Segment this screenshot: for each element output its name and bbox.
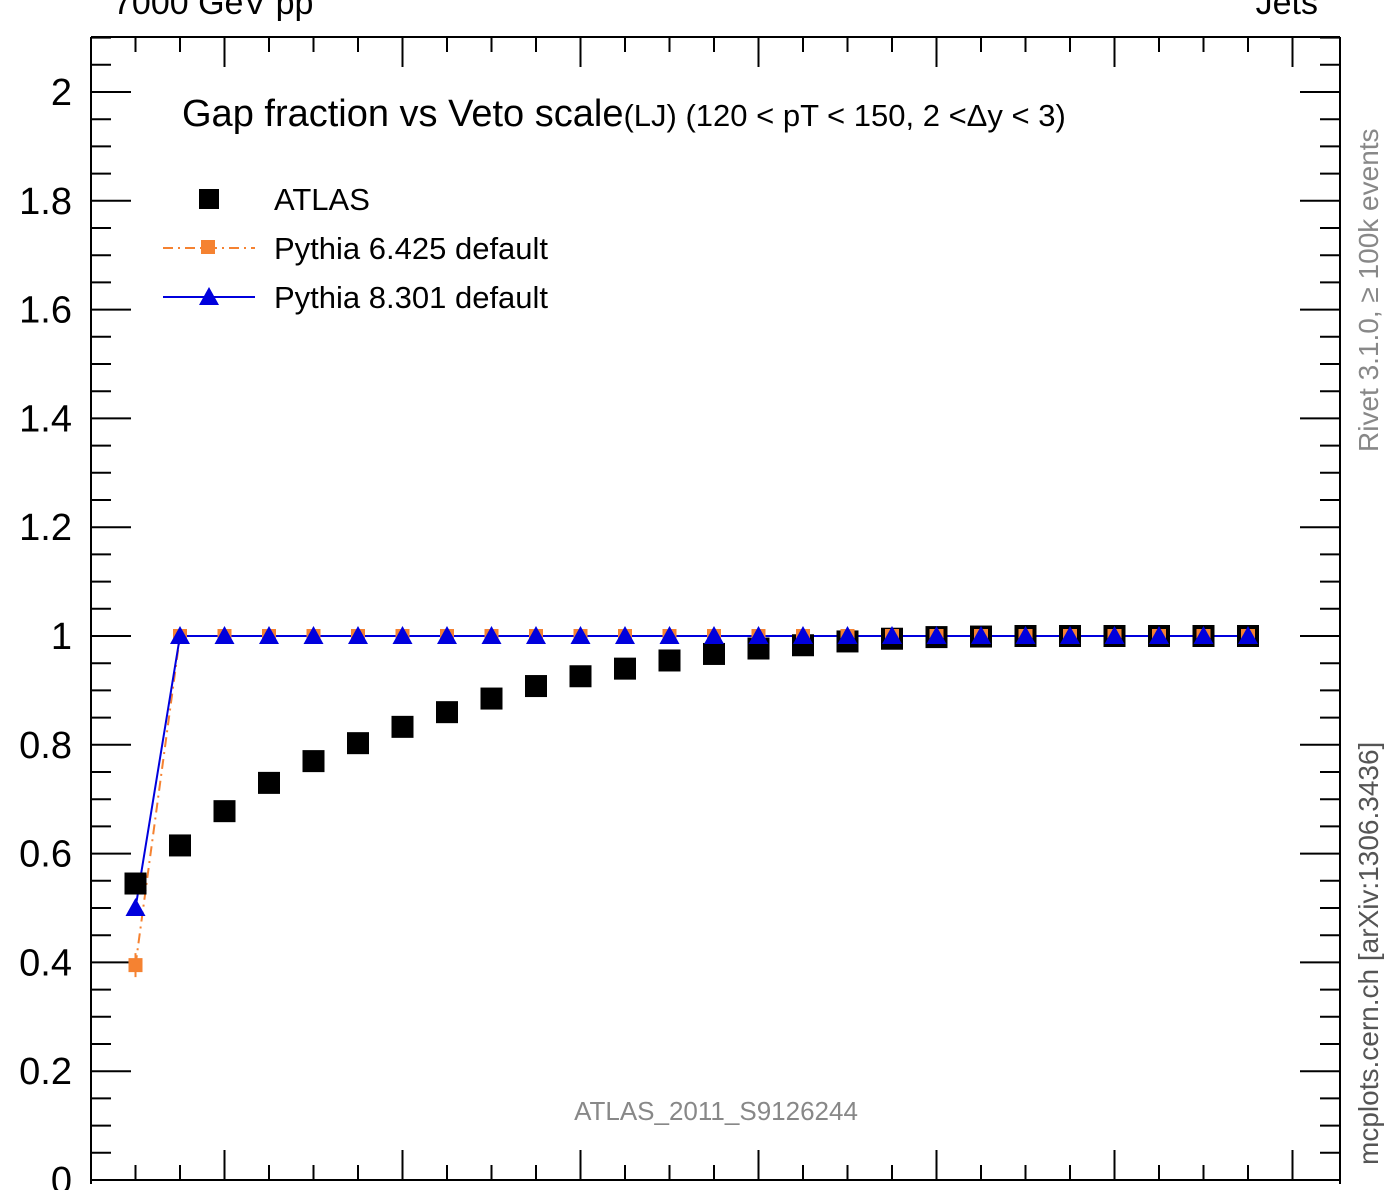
pythia6-line <box>134 635 1248 966</box>
energy-label: 7000 GeV pp <box>113 0 313 22</box>
pythia8-point <box>704 626 724 644</box>
atlas-point <box>124 872 147 895</box>
pythia8-point <box>1193 626 1214 644</box>
pythia8-point <box>1149 626 1169 644</box>
pythia6-point <box>128 958 143 973</box>
pythia8-line <box>134 635 1248 909</box>
pythia8-point <box>1015 626 1036 644</box>
pythia8-point <box>570 626 591 644</box>
pythia8-point <box>1060 626 1080 644</box>
pythia8-point <box>971 626 991 644</box>
y-tick-label: 0.4 <box>19 942 72 984</box>
pythia8-point <box>170 626 190 644</box>
pythia8-point <box>392 626 413 644</box>
pythia8-point <box>303 626 324 644</box>
pythia8-point <box>259 626 279 644</box>
pythia8-point <box>615 626 635 644</box>
atlas-point <box>436 701 458 724</box>
chart-title-suffix: (LJ) (120 < pT < 150, 2 <Δy < 3) <box>623 98 1065 133</box>
atlas-point <box>391 715 414 738</box>
atlas-point <box>347 732 369 755</box>
atlas-point <box>258 771 280 794</box>
pythia8-point <box>526 626 546 644</box>
pythia8-point <box>1104 626 1125 644</box>
y-tick-label: 0.2 <box>19 1051 72 1093</box>
pythia8-point <box>793 626 813 644</box>
y-tick-label: 0 <box>51 1160 72 1190</box>
category-label: Jets <box>1256 0 1318 22</box>
pythia8-point <box>837 626 858 644</box>
atlas-point <box>525 675 547 698</box>
pythia8-point <box>748 626 769 644</box>
pythia8-point <box>481 626 502 644</box>
pythia8-point <box>882 626 902 644</box>
y-tick-label: 1.6 <box>19 290 72 332</box>
y-tick-label: 1 <box>51 616 72 658</box>
y-tick-label: 1.2 <box>19 507 72 549</box>
pythia8-point <box>926 626 947 644</box>
pythia8-point <box>437 626 457 644</box>
pythia8-point <box>214 626 235 644</box>
y-tick-label: 0.8 <box>19 725 72 767</box>
atlas-point <box>302 750 325 773</box>
chart-title: Gap fraction vs Veto scale(LJ) (120 < pT… <box>182 93 1066 135</box>
legend: ATLAS Pythia 6.425 default Pythia 8.301 … <box>163 182 548 315</box>
mcplots-reference-label: mcplots.cern.ch [arXiv:1306.3436] <box>1353 742 1384 1165</box>
pythia8-point <box>348 626 368 644</box>
atlas-point <box>569 665 592 688</box>
atlas-point <box>703 642 725 665</box>
y-tick-label: 0.6 <box>19 834 72 876</box>
pythia8-point <box>125 898 146 916</box>
legend-atlas-marker <box>199 189 219 209</box>
chart-title-main: Gap fraction vs Veto scale <box>182 93 623 135</box>
y-tick-label: 1.4 <box>19 398 72 440</box>
pythia8-point <box>659 626 680 644</box>
series-layer <box>124 625 1259 978</box>
atlas-point <box>658 649 681 672</box>
atlas-point <box>614 657 636 680</box>
analysis-watermark: ATLAS_2011_S9126244 <box>574 1096 858 1126</box>
atlas-point <box>169 834 191 857</box>
atlas-point <box>213 800 236 823</box>
legend-pythia6-marker <box>201 240 215 254</box>
legend-pythia8-label: Pythia 8.301 default <box>274 280 548 315</box>
legend-atlas-label: ATLAS <box>274 182 370 217</box>
legend-pythia6-label: Pythia 6.425 default <box>274 231 548 266</box>
rivet-version-label: Rivet 3.1.0, ≥ 100k events <box>1353 128 1384 452</box>
pythia8-point <box>1238 626 1258 644</box>
atlas-point <box>480 687 503 710</box>
y-tick-label: 1.8 <box>19 181 72 223</box>
legend-pythia8-marker <box>199 287 219 305</box>
y-tick-label: 2 <box>51 72 72 114</box>
